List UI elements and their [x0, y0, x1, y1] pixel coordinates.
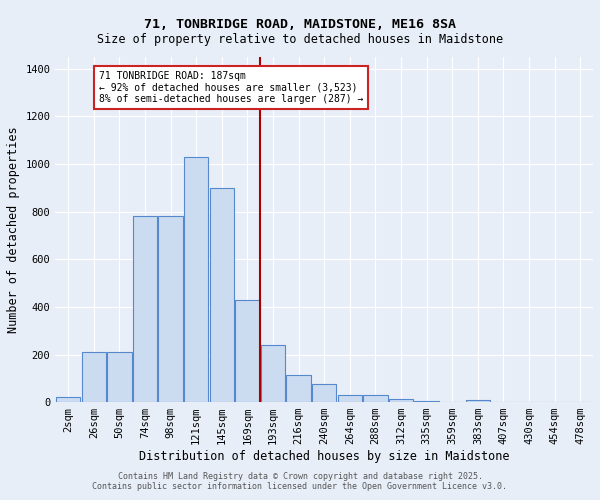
Bar	[389, 398, 413, 402]
Bar	[312, 384, 337, 402]
Text: 71 TONBRIDGE ROAD: 187sqm
← 92% of detached houses are smaller (3,523)
8% of sem: 71 TONBRIDGE ROAD: 187sqm ← 92% of detac…	[99, 71, 363, 104]
Text: 71, TONBRIDGE ROAD, MAIDSTONE, ME16 8SA: 71, TONBRIDGE ROAD, MAIDSTONE, ME16 8SA	[144, 18, 456, 30]
Text: Size of property relative to detached houses in Maidstone: Size of property relative to detached ho…	[97, 32, 503, 46]
Bar	[235, 300, 260, 402]
Text: Contains public sector information licensed under the Open Government Licence v3: Contains public sector information licen…	[92, 482, 508, 491]
Y-axis label: Number of detached properties: Number of detached properties	[7, 126, 20, 333]
Bar	[338, 395, 362, 402]
Bar	[133, 216, 157, 402]
Bar	[261, 345, 285, 402]
Bar	[107, 352, 131, 402]
Bar	[158, 216, 183, 402]
Text: Contains HM Land Registry data © Crown copyright and database right 2025.: Contains HM Land Registry data © Crown c…	[118, 472, 482, 481]
Bar	[82, 352, 106, 402]
Bar	[415, 401, 439, 402]
Bar	[56, 398, 80, 402]
Bar	[466, 400, 490, 402]
Bar	[209, 188, 234, 402]
Bar	[286, 375, 311, 402]
Bar	[184, 157, 208, 402]
X-axis label: Distribution of detached houses by size in Maidstone: Distribution of detached houses by size …	[139, 450, 509, 463]
Bar	[363, 395, 388, 402]
